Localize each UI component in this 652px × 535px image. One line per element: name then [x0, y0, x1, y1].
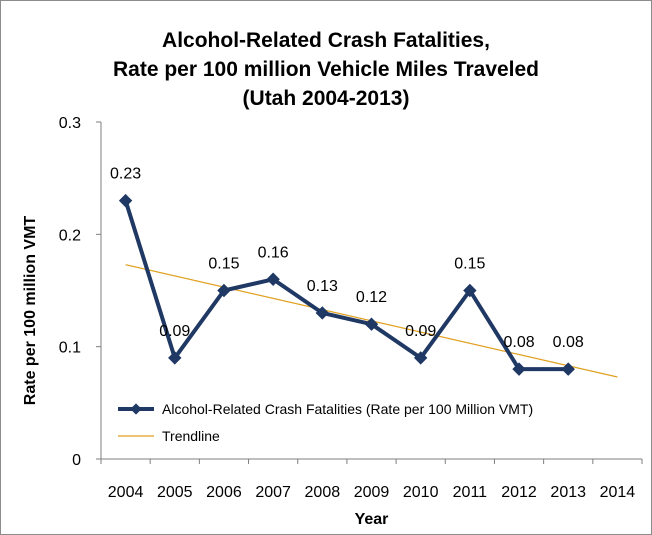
- chart-title-line-2: Rate per 100 million Vehicle Miles Trave…: [112, 58, 540, 81]
- data-point-marker: [463, 283, 477, 298]
- data-point-marker: [315, 306, 330, 320]
- chart-title-line-1: Alcohol-Related Crash Fatalities,: [162, 29, 490, 52]
- y-tick-label: 0.2: [59, 227, 81, 244]
- y-axis-title: Rate per 100 million VMT: [22, 216, 39, 406]
- series-layer: [118, 193, 575, 376]
- x-tick-label: 2006: [206, 484, 242, 501]
- data-point-marker: [118, 193, 133, 208]
- series-line: [123, 200, 569, 372]
- data-label: 0.08: [553, 334, 584, 351]
- legend: Alcohol-Related Crash Fatalities (Rate p…: [118, 401, 533, 444]
- x-tick-label: 2011: [453, 484, 488, 501]
- x-tick-label: 2013: [550, 484, 586, 501]
- data-label: 0.09: [159, 323, 190, 340]
- y-tick-label: 0.1: [59, 340, 81, 357]
- x-tick-label: 2010: [403, 484, 439, 501]
- x-tick-label: 2012: [501, 484, 537, 501]
- legend-trendline-label: Trendline: [162, 428, 220, 444]
- data-label: 0.15: [454, 256, 485, 273]
- data-label: 0.23: [110, 166, 141, 183]
- legend-series-label: Alcohol-Related Crash Fatalities (Rate p…: [162, 401, 533, 417]
- legend-series-marker: [130, 403, 142, 415]
- data-point-marker: [266, 272, 280, 286]
- x-axis-title: Year: [355, 511, 389, 528]
- y-tick-label: 0: [72, 452, 81, 469]
- x-tick-label: 2007: [255, 484, 291, 501]
- data-point-marker: [217, 283, 231, 298]
- data-labels: 0.23 0.09 0.15 0.16 0.13 0.12 0.09 0.15 0.08 0.08: [110, 166, 584, 352]
- data-point-marker: [413, 351, 428, 365]
- data-label: 0.12: [356, 289, 387, 306]
- y-tick-label: 0.3: [59, 115, 81, 132]
- x-tick-label: 2009: [354, 484, 390, 501]
- data-point-marker: [561, 362, 575, 376]
- x-tick-label: 2005: [157, 484, 193, 501]
- chart-title: Alcohol-Related Crash Fatalities, Rate p…: [0, 26, 652, 113]
- x-tick-label: 2008: [305, 484, 341, 501]
- data-label: 0.09: [405, 323, 436, 340]
- data-point-marker: [168, 351, 182, 365]
- data-point-marker: [364, 317, 379, 331]
- data-point-marker: [512, 362, 526, 376]
- x-tick-label: 2004: [108, 484, 144, 501]
- chart-title-line-3: (Utah 2004-2013): [242, 87, 410, 110]
- data-label: 0.15: [208, 256, 239, 273]
- axes: [96, 121, 643, 464]
- data-label: 0.16: [258, 244, 289, 261]
- data-label: 0.13: [307, 278, 338, 295]
- data-label: 0.08: [503, 334, 534, 351]
- tick-labels: 0 0.1 0.2 0.3 2004 2005 2006 2007 2008 2009 2010 20…: [59, 115, 636, 501]
- x-tick-label: 2014: [600, 484, 636, 501]
